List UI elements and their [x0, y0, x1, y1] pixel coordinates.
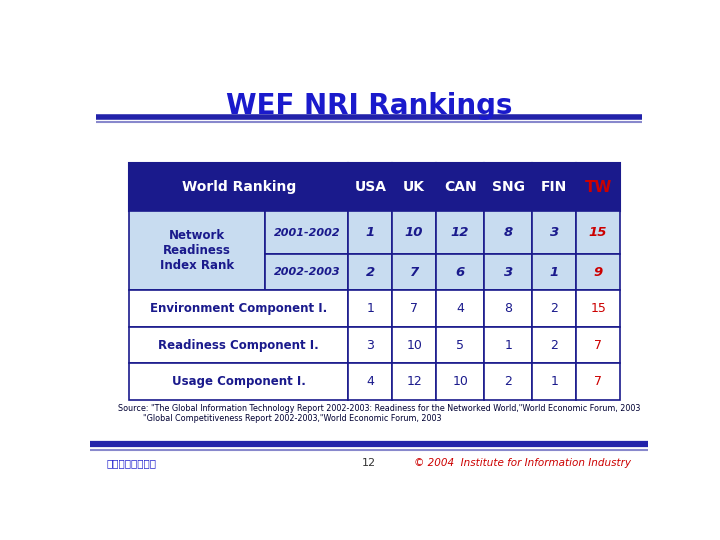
Text: USA: USA — [354, 180, 387, 194]
Bar — [348, 363, 392, 400]
Bar — [348, 212, 392, 254]
Text: UK: UK — [403, 180, 426, 194]
Bar — [485, 291, 532, 327]
Bar — [348, 254, 392, 291]
Bar — [485, 363, 532, 400]
Bar — [576, 163, 620, 212]
Bar — [392, 163, 436, 212]
Text: 3: 3 — [504, 266, 513, 279]
Text: 10: 10 — [406, 339, 422, 352]
Text: 3: 3 — [549, 226, 559, 239]
Text: 2: 2 — [550, 339, 558, 352]
Text: 7: 7 — [594, 339, 602, 352]
Bar — [436, 291, 485, 327]
Text: Readiness Component I.: Readiness Component I. — [158, 339, 319, 352]
Bar — [532, 212, 576, 254]
Text: TW: TW — [585, 179, 612, 194]
Bar — [485, 254, 532, 291]
Bar — [485, 212, 532, 254]
Bar — [576, 363, 620, 400]
Bar — [485, 327, 532, 363]
Bar — [532, 163, 576, 212]
Bar — [266, 254, 348, 291]
Bar — [436, 212, 485, 254]
Text: 2: 2 — [550, 302, 558, 315]
Text: SNG: SNG — [492, 180, 525, 194]
Text: 2: 2 — [505, 375, 512, 388]
Bar — [392, 291, 436, 327]
Text: World Ranking: World Ranking — [181, 180, 296, 194]
Text: 7: 7 — [410, 266, 419, 279]
Text: FIN: FIN — [541, 180, 567, 194]
Text: 10: 10 — [405, 226, 423, 239]
Bar — [129, 363, 348, 400]
Bar — [392, 363, 436, 400]
Text: 2001-2002: 2001-2002 — [274, 228, 341, 238]
Bar — [436, 363, 485, 400]
Bar — [348, 327, 392, 363]
Bar — [576, 291, 620, 327]
Text: Network
Readiness
Index Rank: Network Readiness Index Rank — [160, 230, 234, 273]
Text: 15: 15 — [590, 302, 606, 315]
Text: 12: 12 — [362, 458, 376, 468]
Text: 1: 1 — [505, 339, 512, 352]
Text: CAN: CAN — [444, 180, 477, 194]
Text: Source: "The Global Information Technology Report 2002-2003: Readiness for the N: Source: "The Global Information Technolo… — [118, 404, 640, 413]
Bar — [348, 291, 392, 327]
Text: 8: 8 — [504, 302, 513, 315]
Text: 9: 9 — [593, 266, 603, 279]
Text: 12: 12 — [451, 226, 469, 239]
Bar — [392, 254, 436, 291]
Text: 15: 15 — [589, 226, 608, 239]
Bar — [392, 212, 436, 254]
Text: WEF NRI Rankings: WEF NRI Rankings — [226, 92, 512, 120]
Bar — [576, 254, 620, 291]
Bar — [436, 163, 485, 212]
Bar — [532, 327, 576, 363]
Text: 1: 1 — [366, 302, 374, 315]
Bar — [532, 254, 576, 291]
Text: 12: 12 — [406, 375, 422, 388]
Bar — [576, 212, 620, 254]
Text: 4: 4 — [366, 375, 374, 388]
Text: "Global Competitiveness Report 2002-2003,"World Economic Forum, 2003: "Global Competitiveness Report 2002-2003… — [118, 414, 441, 423]
Text: 2002-2003: 2002-2003 — [274, 267, 341, 278]
Text: 5: 5 — [456, 339, 464, 352]
Text: 1: 1 — [550, 375, 558, 388]
Text: 2: 2 — [366, 266, 375, 279]
Text: 4: 4 — [456, 302, 464, 315]
Text: 7: 7 — [410, 302, 418, 315]
Text: 1: 1 — [549, 266, 559, 279]
Bar — [129, 291, 348, 327]
Text: 10: 10 — [452, 375, 468, 388]
Bar — [129, 327, 348, 363]
Text: © 2004  Institute for Information Industry: © 2004 Institute for Information Industr… — [414, 458, 631, 468]
Bar — [485, 163, 532, 212]
Text: Environment Component I.: Environment Component I. — [150, 302, 328, 315]
Text: 1: 1 — [366, 226, 375, 239]
Text: 3: 3 — [366, 339, 374, 352]
Text: 8: 8 — [504, 226, 513, 239]
Bar — [532, 363, 576, 400]
Text: 創新、開放、實踐: 創新、開放、實踐 — [107, 458, 157, 468]
Bar — [532, 291, 576, 327]
Bar — [576, 327, 620, 363]
Bar — [436, 254, 485, 291]
Text: Usage Component I.: Usage Component I. — [172, 375, 306, 388]
Text: 6: 6 — [456, 266, 465, 279]
Bar — [392, 327, 436, 363]
Bar — [436, 327, 485, 363]
Text: 7: 7 — [594, 375, 602, 388]
Bar — [348, 163, 392, 212]
